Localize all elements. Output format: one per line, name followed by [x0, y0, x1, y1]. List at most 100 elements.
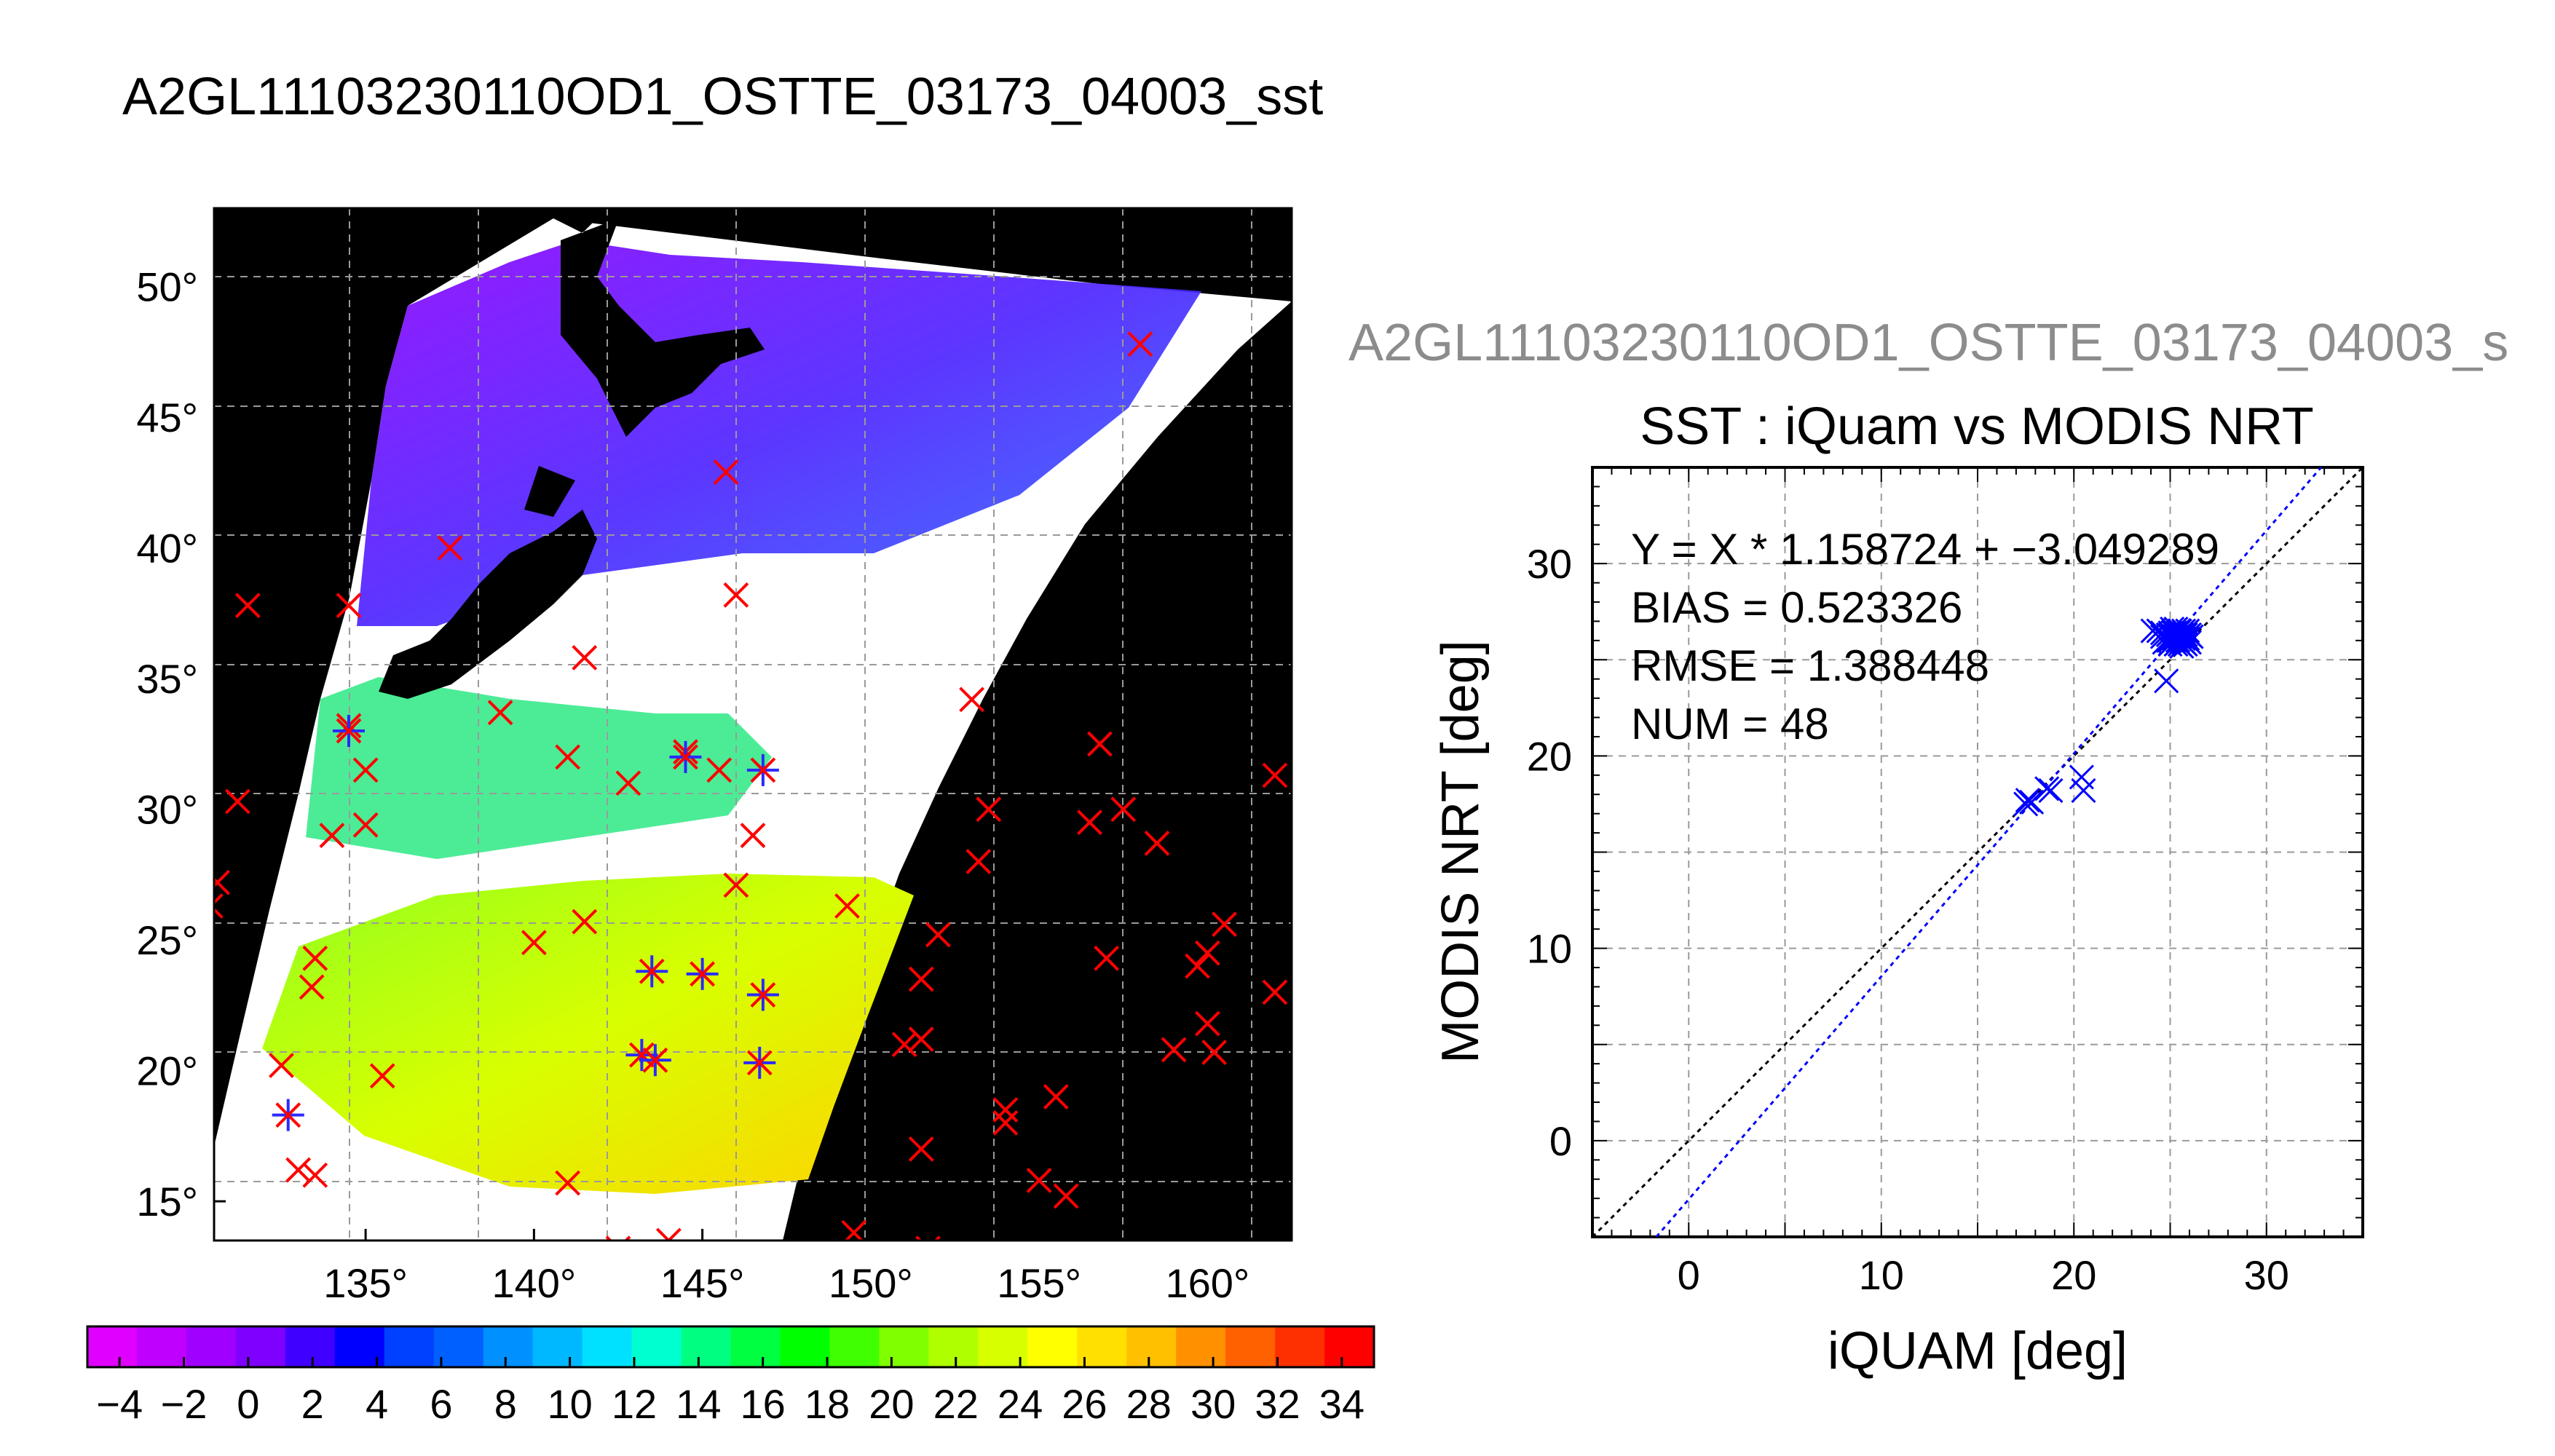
colorbar-segment — [1324, 1326, 1375, 1367]
map-ytick-label: 30° — [136, 787, 198, 833]
buoy-marker — [299, 974, 325, 1000]
sst-mid — [306, 677, 772, 859]
stat-annotation: BIAS = 0.523326 — [1631, 583, 1962, 632]
colorbar-tick-label: 24 — [998, 1381, 1043, 1427]
colorbar-segment — [582, 1326, 633, 1367]
map-ytick-label: 50° — [136, 264, 198, 310]
colorbar-segment — [235, 1326, 286, 1367]
buoy-marker — [369, 1063, 395, 1089]
buoy-marker — [572, 909, 598, 935]
map-xtick-label: 150° — [829, 1260, 913, 1306]
colorbar-segment — [829, 1326, 880, 1367]
colorbar-tick-label: 34 — [1319, 1381, 1365, 1427]
buoy-marker — [615, 770, 641, 796]
colorbar-tick-label: 14 — [676, 1381, 721, 1427]
colorbar-segment — [186, 1326, 237, 1367]
map-ytick-label: 15° — [136, 1179, 198, 1224]
colorbar-frame — [86, 1325, 1375, 1369]
buoy-marker — [1053, 1183, 1079, 1209]
scatter-subtitle: A2GL11103230110OD1_OSTTE_03173_04003_s — [1348, 314, 2509, 372]
scatter-ytick-label: 10 — [1527, 926, 1572, 972]
colorbar-segment — [483, 1326, 534, 1367]
buoy-marker — [908, 1026, 934, 1052]
matchup-marker — [686, 957, 719, 990]
buoy-marker — [908, 1136, 934, 1162]
buoy-marker — [706, 757, 732, 783]
colorbar-tick-label: 8 — [494, 1381, 517, 1427]
matchup-marker — [272, 1099, 304, 1131]
matchup-marker — [669, 740, 702, 773]
scatter-xtick-label: 0 — [1678, 1252, 1700, 1298]
map-xtick-label: 140° — [491, 1260, 576, 1306]
scatter-point — [2154, 668, 2179, 694]
colorbar-segment — [1225, 1326, 1276, 1367]
buoy-marker — [214, 893, 224, 919]
buoy-marker — [269, 1053, 294, 1078]
colorbar-tick-label: 32 — [1255, 1381, 1300, 1427]
matchup-marker — [625, 1039, 658, 1072]
scatter-xtick-label: 30 — [2244, 1252, 2289, 1298]
colorbar-tick-label: 12 — [612, 1381, 657, 1427]
buoy-marker — [437, 535, 463, 561]
buoy-marker — [1201, 1040, 1228, 1065]
buoy-marker — [214, 869, 231, 895]
buoy-marker — [740, 823, 766, 848]
scatter-point — [2161, 626, 2187, 652]
buoy-marker — [1194, 940, 1220, 966]
scatter-point — [2015, 788, 2040, 813]
colorbar-segment — [1126, 1326, 1177, 1367]
colorbar-tick-label: 26 — [1062, 1381, 1107, 1427]
buoy-marker — [1127, 331, 1153, 357]
scatter-title: SST : iQuam vs MODIS NRT — [1640, 397, 2314, 456]
buoy-marker — [555, 744, 581, 770]
buoy-marker — [1144, 830, 1170, 856]
buoy-marker — [723, 582, 749, 608]
buoy-marker — [959, 687, 985, 713]
map-xtick-label: 155° — [997, 1260, 1081, 1306]
scatter-ytick-label: 20 — [1527, 733, 1572, 779]
map-ytick-label: 20° — [136, 1048, 198, 1094]
buoy-marker — [1110, 796, 1137, 823]
buoy-marker — [1043, 1084, 1069, 1109]
stat-annotation: Y = X * 1.158724 + −3.049289 — [1631, 525, 2219, 574]
one-to-one-line — [1591, 466, 2364, 1238]
scatter-point — [2149, 624, 2175, 649]
buoy-marker — [285, 1157, 312, 1183]
buoy-marker — [234, 593, 261, 619]
colorbar-tick-label: 0 — [237, 1381, 259, 1427]
colorbar-segment — [136, 1326, 187, 1367]
colorbar-segment — [681, 1326, 731, 1367]
buoy-marker — [352, 812, 379, 838]
buoy-marker — [521, 930, 547, 956]
buoy-marker — [992, 1097, 1019, 1123]
colorbar-segment — [1176, 1326, 1226, 1367]
colorbar-segment — [532, 1326, 583, 1367]
matchup-marker — [746, 753, 779, 786]
scatter-point — [2165, 628, 2191, 653]
buoy-marker — [1077, 810, 1102, 836]
buoy-marker — [302, 1162, 328, 1188]
colorbar-tick-label: 16 — [741, 1381, 786, 1427]
map-ytick-label: 40° — [136, 526, 198, 571]
colorbar-segment — [1027, 1326, 1078, 1367]
stat-annotation: RMSE = 1.388448 — [1631, 641, 1989, 690]
colorbar-tick-label: −4 — [96, 1381, 143, 1427]
land-japan — [379, 211, 765, 699]
buoy-marker — [1194, 1010, 1220, 1037]
colorbar-segment — [780, 1326, 830, 1367]
map-ytick-label: 35° — [136, 656, 198, 702]
buoy-marker — [891, 1032, 917, 1058]
buoy-marker — [302, 945, 328, 971]
buoy-marker — [1185, 953, 1210, 979]
scatter-ytick-label: 30 — [1527, 541, 1572, 587]
buoy-marker — [908, 966, 934, 992]
colorbar-segment — [1275, 1326, 1325, 1367]
colorbar-segment — [928, 1326, 979, 1367]
buoy-marker — [992, 1110, 1019, 1136]
colorbar-segment — [87, 1326, 138, 1367]
buoy-marker — [713, 459, 739, 485]
buoy-marker — [1161, 1037, 1187, 1063]
colorbar-tick-label: 20 — [869, 1381, 914, 1427]
colorbar-segment — [285, 1326, 336, 1367]
buoy-marker — [1262, 762, 1288, 788]
